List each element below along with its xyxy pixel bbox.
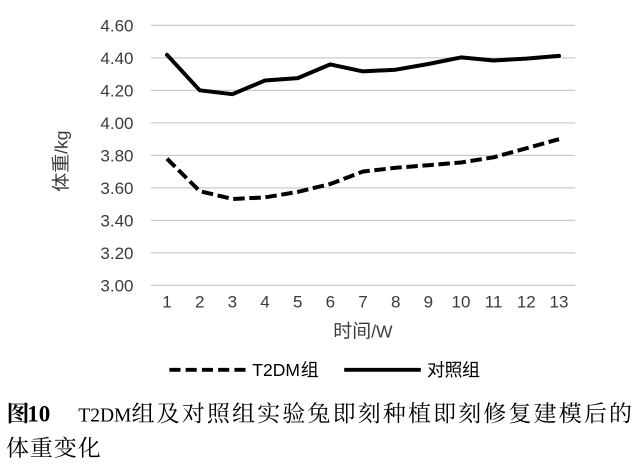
svg-text:T2DM: T2DM [78,406,131,427]
svg-text:5: 5 [293,293,302,312]
svg-text:10: 10 [27,402,50,427]
svg-text:3.60: 3.60 [100,179,133,198]
svg-text:4.40: 4.40 [100,49,133,68]
svg-text:4.20: 4.20 [100,81,133,100]
svg-text:/kg: /kg [52,130,72,153]
svg-text:11: 11 [485,293,503,312]
svg-text:12: 12 [517,293,536,312]
svg-text:13: 13 [550,293,569,312]
svg-text:7: 7 [358,293,367,312]
svg-text:3.80: 3.80 [100,146,133,165]
svg-text:3.40: 3.40 [100,211,133,230]
svg-text:3: 3 [228,293,237,312]
svg-text:4.00: 4.00 [100,114,133,133]
svg-text:9: 9 [424,293,433,312]
svg-text:3.00: 3.00 [100,276,133,295]
svg-text:T2DM: T2DM [252,360,300,380]
svg-text:10: 10 [452,293,471,312]
svg-text:4.60: 4.60 [100,16,133,35]
svg-text:6: 6 [326,293,335,312]
svg-text:/W: /W [371,322,393,342]
svg-text:4: 4 [260,293,269,312]
svg-text:8: 8 [391,293,400,312]
svg-text:2: 2 [195,293,204,312]
svg-text:3.20: 3.20 [100,244,133,263]
svg-text:1: 1 [162,293,171,312]
